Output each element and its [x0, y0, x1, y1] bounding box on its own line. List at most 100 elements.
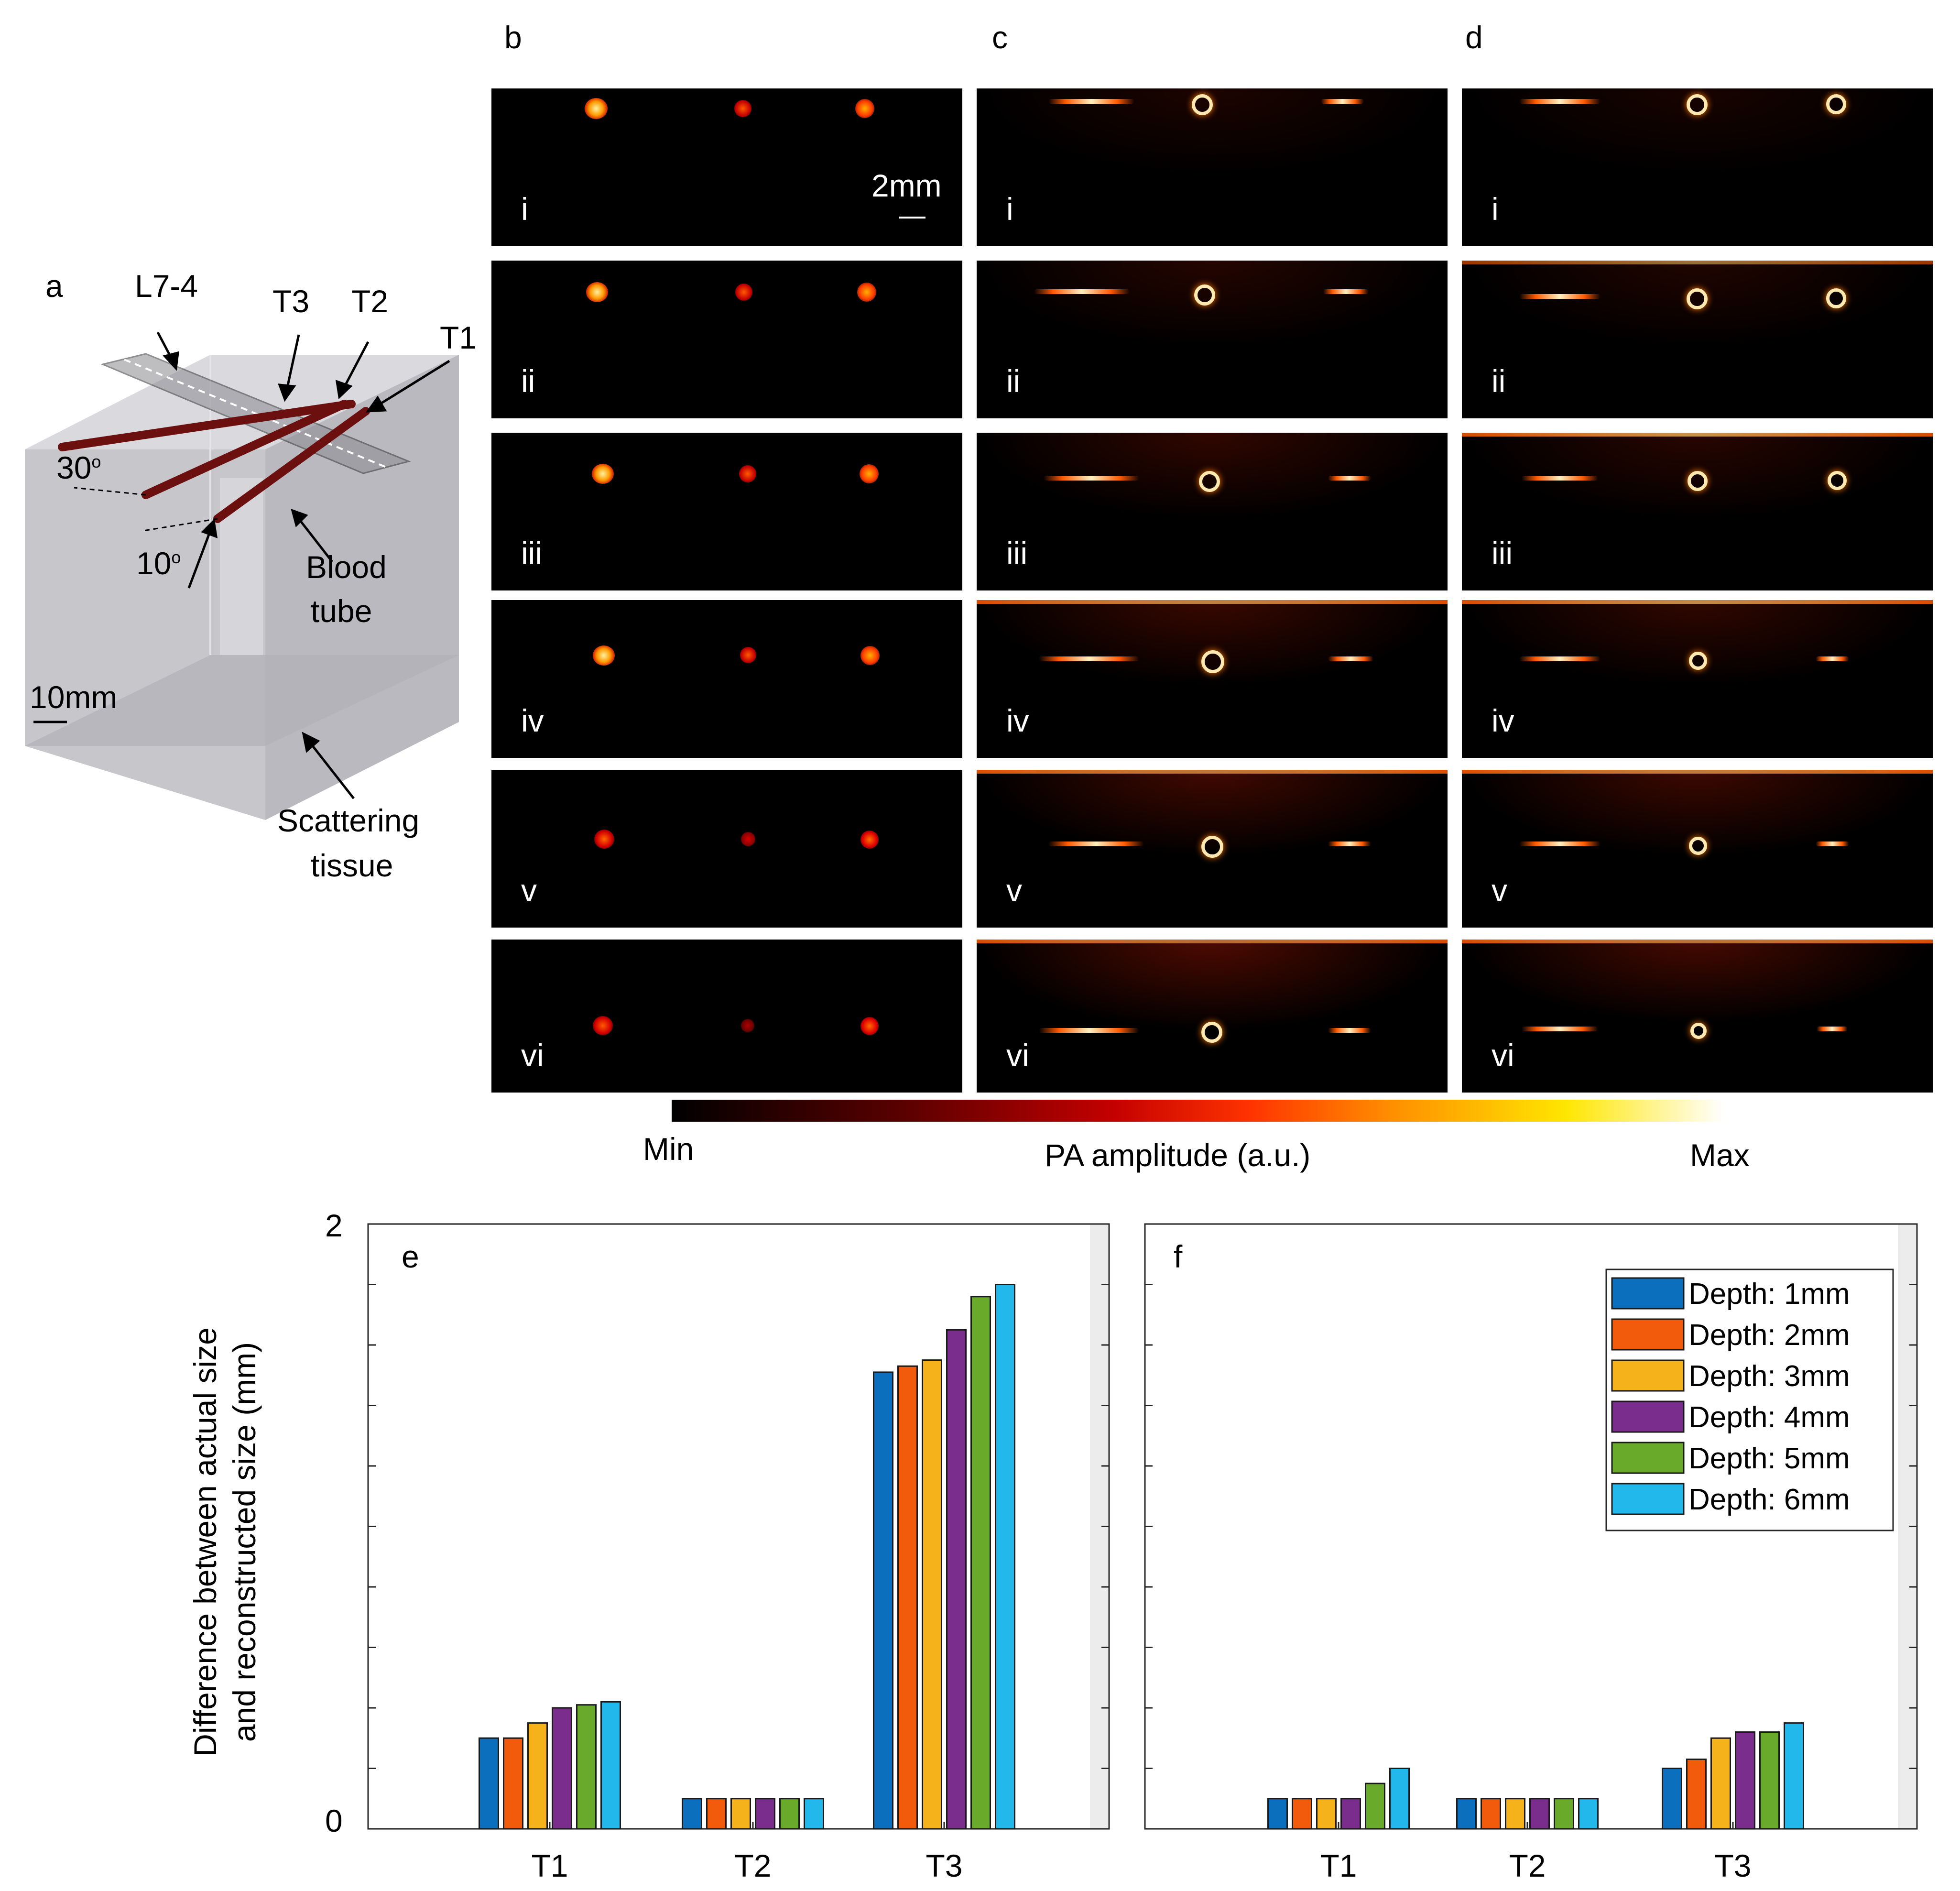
- tube-spot-t2: [741, 832, 755, 846]
- pa-amplitude-colorbar: [672, 1100, 1723, 1122]
- tube-spot-t3: [585, 98, 608, 119]
- bar: [755, 1798, 775, 1830]
- streak-t1: [1328, 476, 1371, 481]
- bar: [600, 1701, 621, 1830]
- bar: [1456, 1798, 1477, 1830]
- bar: [730, 1798, 751, 1830]
- image-panel-d-iv: iv: [1462, 600, 1933, 758]
- panel-letter-f: f: [1174, 1239, 1183, 1274]
- y-axis-label-line2: and reconstructed size (mm): [227, 1342, 262, 1742]
- image-panel-c-i: i: [977, 88, 1448, 246]
- tube-t3: [58, 400, 356, 451]
- legend-swatch: [1611, 1400, 1685, 1433]
- bar: [1340, 1798, 1361, 1830]
- bar: [1316, 1798, 1337, 1830]
- surface-line: [977, 770, 1448, 774]
- image-panel-d-i: i: [1462, 88, 1933, 246]
- panel-letter-d: d: [1465, 20, 1483, 55]
- bar: [1578, 1798, 1599, 1830]
- arrow-t1-head: [365, 395, 387, 413]
- bar: [682, 1798, 702, 1830]
- streak-t1: [1816, 656, 1849, 661]
- streak-t3: [1039, 1028, 1139, 1033]
- colorbar-min-label: Min: [643, 1131, 694, 1167]
- streak-t3: [1044, 476, 1139, 481]
- streak-t3: [1522, 1027, 1598, 1031]
- x-tick-label: T2: [1509, 1848, 1546, 1883]
- y-axis-label: Difference between actual size and recon…: [185, 1327, 264, 1757]
- ring-t2: [1199, 471, 1220, 492]
- x-tick-label: T3: [926, 1848, 962, 1883]
- legend-label: Depth: 1mm: [1688, 1278, 1850, 1311]
- streak-t3: [1519, 99, 1601, 104]
- bar: [1505, 1798, 1525, 1830]
- streak-t1: [1817, 1027, 1848, 1031]
- image-panel-b-iii: iii: [491, 433, 962, 590]
- bar: [503, 1737, 523, 1830]
- arrow-t2-head: [335, 380, 353, 400]
- surface-line: [1462, 770, 1933, 774]
- bar: [1662, 1768, 1682, 1830]
- panel-label-ii: ii: [1492, 363, 1506, 399]
- image-panel-d-vi: vi: [1462, 940, 1933, 1093]
- ring-t2: [1201, 1022, 1222, 1043]
- arrow-t3-head: [278, 383, 296, 402]
- arrow-tissue-head: [302, 732, 320, 753]
- image-panel-c-vi: vi: [977, 940, 1448, 1093]
- tube-spot-t3: [594, 830, 614, 849]
- bar: [995, 1284, 1015, 1830]
- bar: [897, 1365, 918, 1830]
- legend-label: Depth: 2mm: [1688, 1319, 1850, 1352]
- phantom-diagram: [25, 331, 459, 820]
- ring-t2: [1192, 94, 1213, 115]
- bar: [1529, 1798, 1550, 1830]
- tube-t2: [142, 400, 348, 499]
- surface-line: [1462, 433, 1933, 437]
- tube-spot-t3: [586, 282, 608, 302]
- tube-spot-t1: [860, 646, 880, 665]
- bar: [1735, 1731, 1755, 1830]
- streak-t1: [1328, 842, 1371, 846]
- panel-label-vi: vi: [1006, 1038, 1029, 1073]
- angle-10-label: 10o: [136, 546, 181, 581]
- ring-t1: [1828, 471, 1847, 490]
- surface-line: [1462, 600, 1933, 604]
- panel-label-ii: ii: [521, 363, 535, 399]
- bar: [1481, 1798, 1501, 1830]
- tube-label-t1: T1: [440, 320, 477, 355]
- ring-t2: [1688, 471, 1708, 491]
- panel-label-i: i: [521, 191, 528, 227]
- bar: [946, 1329, 967, 1830]
- streak-t3: [1519, 294, 1601, 299]
- surface-line: [1462, 261, 1933, 264]
- legend-swatch: [1611, 1318, 1685, 1351]
- bar: [1784, 1722, 1804, 1830]
- colorbar-max-label: Max: [1690, 1137, 1750, 1173]
- arrow-t3: [285, 334, 300, 390]
- streak-t3: [1519, 656, 1601, 661]
- probe-center-line: [124, 359, 388, 469]
- blood-tube-label-2: tube: [311, 593, 372, 629]
- bar: [1686, 1759, 1707, 1830]
- streak-t3: [1048, 99, 1134, 104]
- image-panel-b-v: v: [491, 770, 962, 928]
- bar: [1759, 1731, 1780, 1830]
- panel-label-vi: vi: [521, 1038, 544, 1073]
- tube-spot-t2: [741, 1019, 754, 1032]
- tissue-label-2: tissue: [311, 848, 393, 883]
- surface-line: [1462, 940, 1933, 943]
- bar: [576, 1704, 597, 1830]
- bar: [873, 1371, 893, 1830]
- arrow-blood-tube-head: [291, 509, 308, 527]
- image-panel-c-ii: ii: [977, 261, 1448, 418]
- bar: [970, 1296, 991, 1830]
- surface-line: [977, 600, 1448, 604]
- tube-spot-t1: [860, 464, 879, 483]
- streak-t3: [1519, 842, 1601, 846]
- panel-label-iv: iv: [1492, 703, 1514, 738]
- ring-t2: [1689, 652, 1707, 670]
- panel-letter-c: c: [992, 20, 1008, 55]
- image-panel-c-iv: iv: [977, 600, 1448, 758]
- x-tick-label: T2: [734, 1848, 771, 1883]
